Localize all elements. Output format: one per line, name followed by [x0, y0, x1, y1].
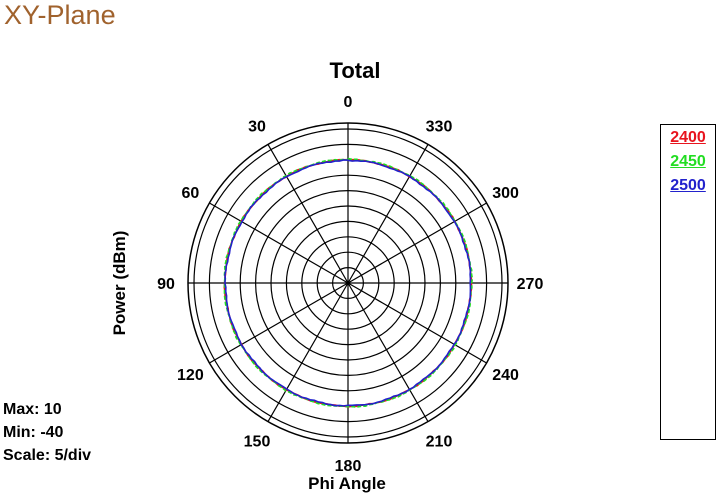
legend-entry-2400: 2400 [670, 129, 706, 146]
grid-spoke [347, 282, 429, 422]
series-trace-2450 [223, 157, 474, 408]
page-title: XY-Plane [4, 0, 116, 30]
angle-tick-label: 210 [426, 434, 453, 451]
legend: 2400 2450 2500 [660, 124, 716, 440]
angle-tick-label: 330 [426, 118, 453, 135]
grid-spoke [267, 144, 349, 284]
angle-tick-label: 60 [181, 185, 199, 202]
grid-spoke [209, 282, 349, 364]
legend-entry-2450: 2450 [670, 153, 706, 170]
grid-spoke [209, 202, 349, 284]
grid-spoke [267, 282, 349, 422]
chart-title: Total [329, 58, 381, 83]
grid-spoke [347, 144, 429, 284]
stat-min: Min: -40 [3, 424, 64, 441]
legend-entry-2500: 2500 [670, 177, 706, 194]
angle-tick-label: 300 [492, 185, 519, 202]
angle-tick-label: 240 [492, 367, 519, 384]
angle-tick-label: 180 [335, 458, 362, 475]
angle-tick-label: 150 [244, 434, 271, 451]
angle-tick-label: 270 [517, 276, 544, 293]
scale-stats: Max: 10 Min: -40 Scale: 5/div [3, 398, 91, 467]
center-point [346, 281, 350, 285]
angle-tick-label: 0 [344, 94, 353, 111]
series-trace-2500 [224, 159, 472, 407]
x-axis-label: Phi Angle [308, 474, 386, 493]
stat-scale: Scale: 5/div [3, 447, 92, 464]
angle-tick-label: 30 [248, 118, 266, 135]
angle-tick-label: 90 [157, 276, 175, 293]
grid-spoke [347, 202, 487, 284]
grid-spoke [347, 282, 487, 364]
angle-tick-label: 120 [177, 367, 204, 384]
stat-max: Max: 10 [3, 401, 62, 418]
